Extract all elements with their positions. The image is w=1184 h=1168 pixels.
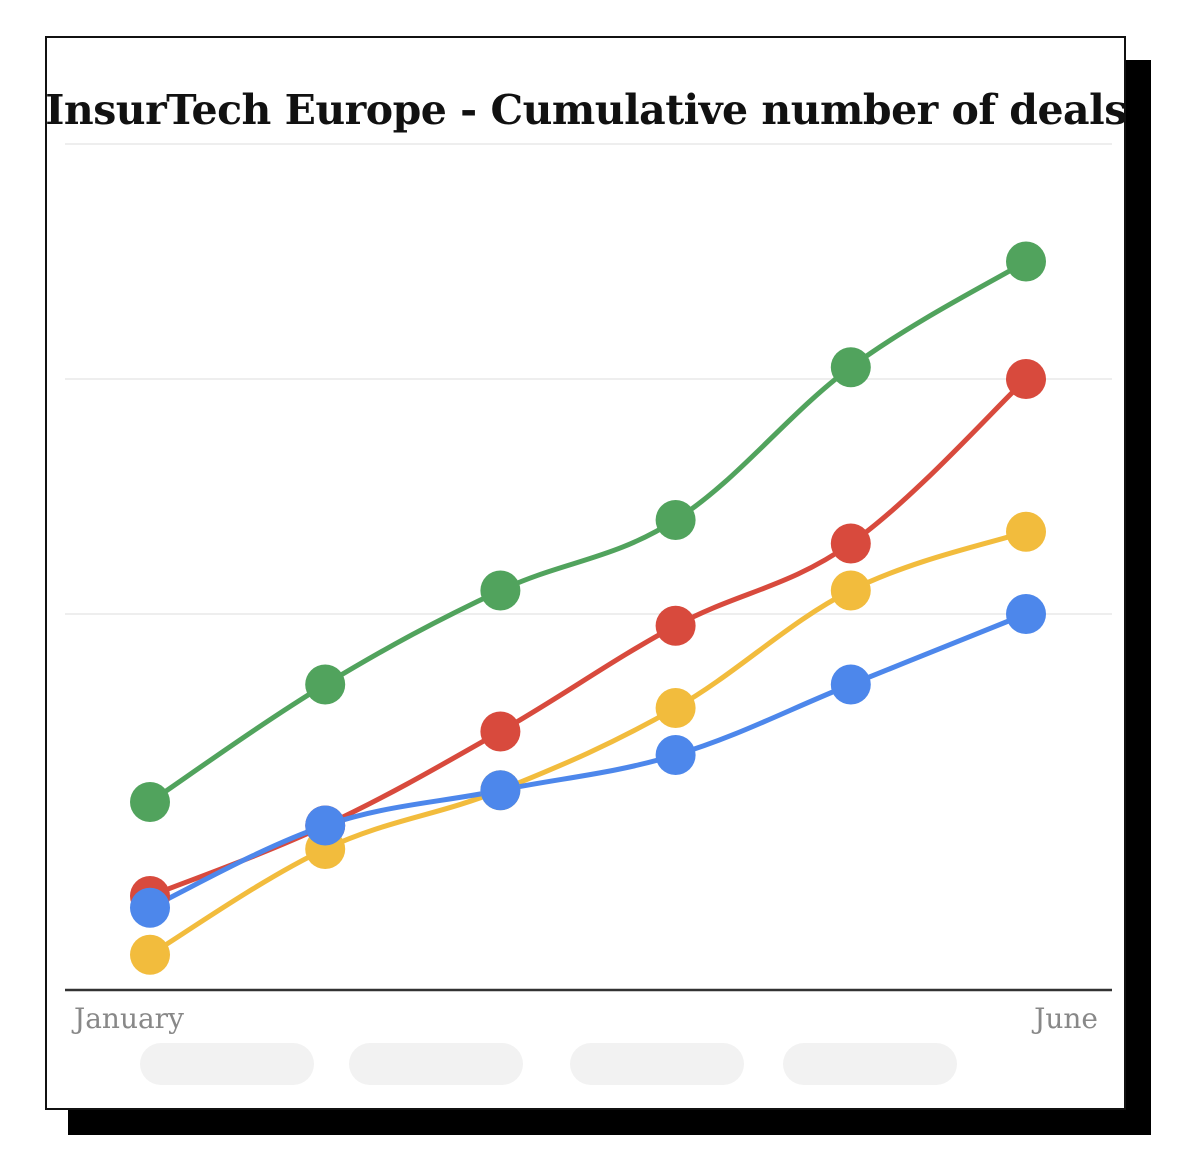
series-1-point-3	[480, 570, 521, 611]
legend-item-1[interactable]	[140, 1043, 314, 1085]
series-2-point-3	[480, 711, 521, 752]
series-4-point-5	[830, 664, 871, 705]
legend-item-3[interactable]	[570, 1043, 744, 1085]
series-1-line	[148, 259, 1028, 805]
legend-item-4[interactable]	[783, 1043, 957, 1085]
x-tick-label-first: January	[71, 1002, 184, 1035]
series-2-line	[149, 377, 1028, 899]
series-3-line	[148, 529, 1027, 957]
series-4-point-6	[1006, 594, 1046, 634]
series-4-point-4	[655, 735, 696, 775]
series-4-point-3	[480, 770, 521, 811]
series-4-line	[148, 611, 1027, 911]
series-1-point-1	[130, 782, 170, 822]
series-2-point-6	[1006, 359, 1046, 399]
series-3-point-5	[830, 570, 871, 611]
legend-item-2[interactable]	[349, 1043, 523, 1085]
series-4-point-1	[130, 887, 170, 928]
series-2-point-4	[655, 605, 696, 646]
x-tick-label-last: June	[1031, 1002, 1098, 1035]
series-2-point-5	[830, 523, 871, 564]
series-3-point-6	[1006, 511, 1046, 552]
series-1-point-6	[1006, 241, 1046, 282]
chart-title: InsurTech Europe - Cumulative number of …	[45, 86, 1127, 134]
series-4-point-2	[305, 805, 346, 846]
series-1-point-2	[305, 664, 346, 705]
series-3-point-4	[655, 688, 696, 728]
series-1-point-4	[655, 500, 696, 540]
series-1-point-5	[830, 347, 871, 388]
chart-card	[45, 36, 1126, 1110]
series-3-point-1	[130, 934, 170, 975]
